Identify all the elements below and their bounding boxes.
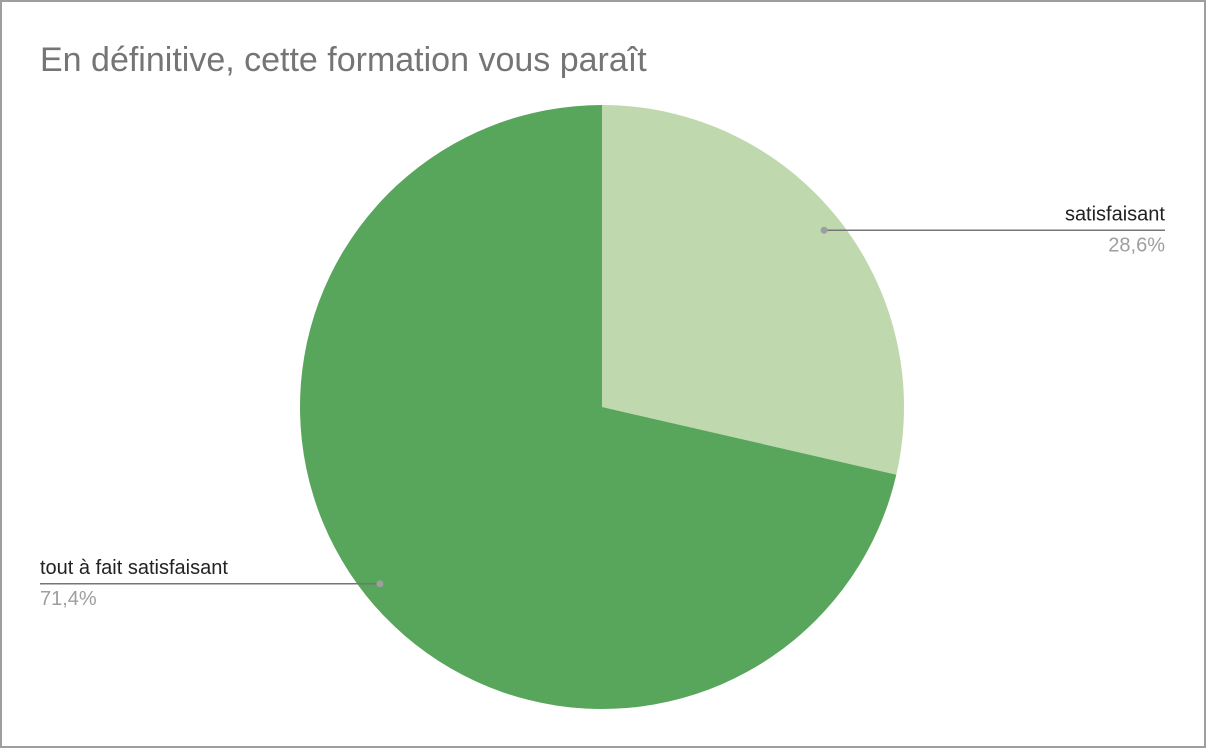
chart-title: En définitive, cette formation vous para… bbox=[40, 41, 647, 79]
slice-label: tout à fait satisfaisant bbox=[40, 557, 228, 579]
pie-slice bbox=[300, 105, 897, 709]
slice-value-label: 28,6% bbox=[1108, 234, 1165, 256]
leader-dot bbox=[820, 226, 828, 234]
slice-value-label: 71,4% bbox=[40, 588, 97, 610]
slice-label: satisfaisant bbox=[1065, 203, 1165, 225]
pie-slice bbox=[602, 105, 905, 475]
leader-dot bbox=[376, 580, 384, 588]
